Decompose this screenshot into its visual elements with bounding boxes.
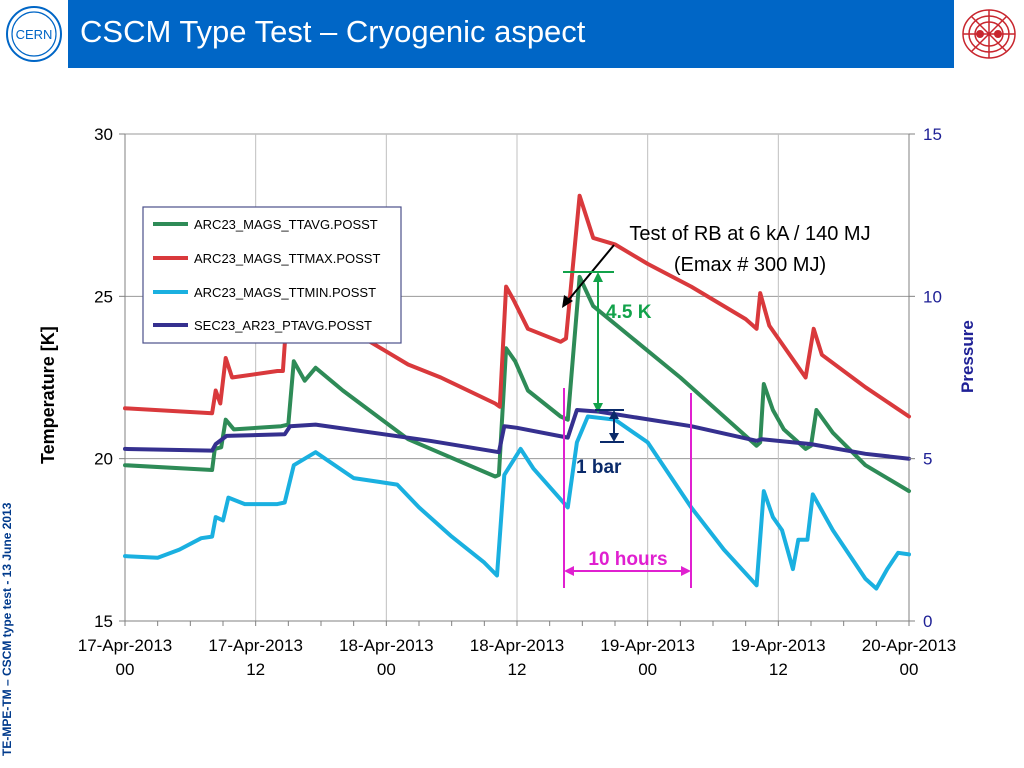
y-axis-right-label: Pressure [958,320,977,393]
callout-arrowhead [562,295,573,308]
duration-label: 10 hours [588,549,667,570]
delta-p-label: 1 bar [576,457,622,478]
x-tick-label-date: 19-Apr-2013 [600,636,695,655]
series-line-ttmax [123,193,911,419]
lhc-logo-icon [954,0,1024,68]
cern-logo-icon: CERN [0,0,68,68]
cern-logo-text: CERN [16,27,53,42]
x-tick-label-hour: 12 [508,660,527,679]
x-tick-label-date: 18-Apr-2013 [339,636,434,655]
x-tick-label-date: 17-Apr-2013 [208,636,303,655]
x-tick-label-date: 20-Apr-2013 [862,636,957,655]
x-tick-label-hour: 00 [900,660,919,679]
callout-arrow [565,244,615,304]
series-line-ptavg [123,408,911,461]
series-layer [123,193,911,591]
x-tick-label-date: 18-Apr-2013 [470,636,565,655]
y-right-tick-label: 0 [923,612,932,631]
y-left-tick-label: 25 [94,287,113,306]
legend-label-ttmax: ARC23_MAGS_TTMAX.POSST [194,251,380,266]
x-tick-label-hour: 00 [377,660,396,679]
slide-header: CERN CSCM Type Test – Cryogenic aspect [0,0,1024,68]
y-right-tick-label: 10 [923,287,942,306]
legend-label-ptavg: SEC23_AR23_PTAVG.POSST [194,318,372,333]
y-left-tick-label: 20 [94,450,113,469]
y-left-tick-label: 30 [94,125,113,144]
x-tick-label-hour: 00 [638,660,657,679]
x-tick-label-hour: 12 [246,660,265,679]
y-right-tick-label: 15 [923,125,942,144]
duration-annotation: 10 hours [563,388,692,588]
delta-t-annotation: 4.5 K [563,271,652,413]
x-tick-label-hour: 12 [769,660,788,679]
x-tick-label-hour: 00 [116,660,135,679]
x-tick-label-date: 17-Apr-2013 [78,636,173,655]
y-axis-left-label: Temperature [K] [38,326,58,464]
series-line-ttavg [123,274,911,494]
delta-t-label: 4.5 K [606,302,652,323]
callout-annotation: Test of RB at 6 kA / 140 MJ (Emax # 300 … [562,223,871,308]
chart: 15 20 25 30 0 5 10 15 17-Apr-2013 00 17-Apr-2013 12… [38,125,977,679]
callout-line-1: Test of RB at 6 kA / 140 MJ [629,223,870,245]
axis-ticks: 15 20 25 30 0 5 10 15 17-Apr-2013 00 17-Apr-2013 12… [78,125,957,679]
delta-p-annotation: 1 bar [576,409,624,478]
y-left-tick-label: 15 [94,612,113,631]
callout-line-2: (Emax # 300 MJ) [674,254,826,276]
legend: ARC23_MAGS_TTAVG.POSST ARC23_MAGS_TTMAX.… [142,206,402,344]
y-right-tick-label: 5 [923,450,932,469]
x-tick-label-date: 19-Apr-2013 [731,636,826,655]
page-title: CSCM Type Test – Cryogenic aspect [80,14,586,49]
legend-label-ttmin: ARC23_MAGS_TTMIN.POSST [194,285,376,300]
legend-label-ttavg: ARC23_MAGS_TTAVG.POSST [194,217,378,232]
series-line-ttmin [123,414,911,591]
